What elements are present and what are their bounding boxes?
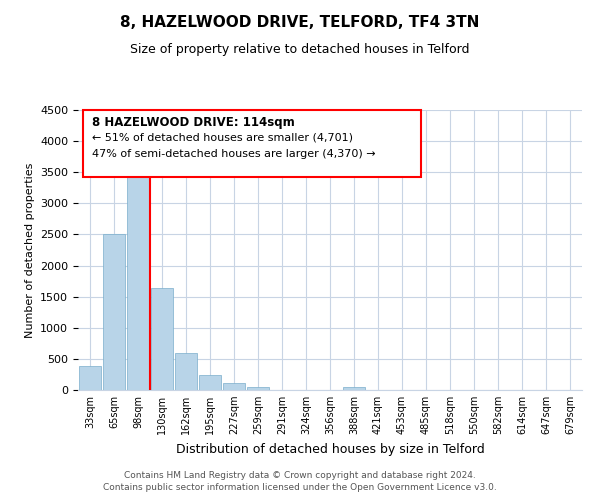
X-axis label: Distribution of detached houses by size in Telford: Distribution of detached houses by size … [176, 442, 484, 456]
Bar [127, 156, 149, 390]
Text: Size of property relative to detached houses in Telford: Size of property relative to detached ho… [130, 42, 470, 56]
Text: 47% of semi-detached houses are larger (4,370) →: 47% of semi-detached houses are larger (… [92, 149, 376, 159]
Bar [343, 387, 365, 390]
Text: ← 51% of detached houses are smaller (4,701): ← 51% of detached houses are smaller (4,… [92, 132, 353, 142]
Bar [151, 288, 173, 390]
Bar [199, 375, 221, 390]
Bar [79, 366, 101, 390]
Text: 8 HAZELWOOD DRIVE: 114sqm: 8 HAZELWOOD DRIVE: 114sqm [92, 116, 295, 129]
Bar [247, 386, 269, 390]
Bar [103, 234, 125, 390]
Text: Contains public sector information licensed under the Open Government Licence v3: Contains public sector information licen… [103, 484, 497, 492]
Y-axis label: Number of detached properties: Number of detached properties [25, 162, 35, 338]
Bar [223, 384, 245, 390]
Text: Contains HM Land Registry data © Crown copyright and database right 2024.: Contains HM Land Registry data © Crown c… [124, 471, 476, 480]
Text: 8, HAZELWOOD DRIVE, TELFORD, TF4 3TN: 8, HAZELWOOD DRIVE, TELFORD, TF4 3TN [121, 15, 479, 30]
Bar [175, 354, 197, 390]
